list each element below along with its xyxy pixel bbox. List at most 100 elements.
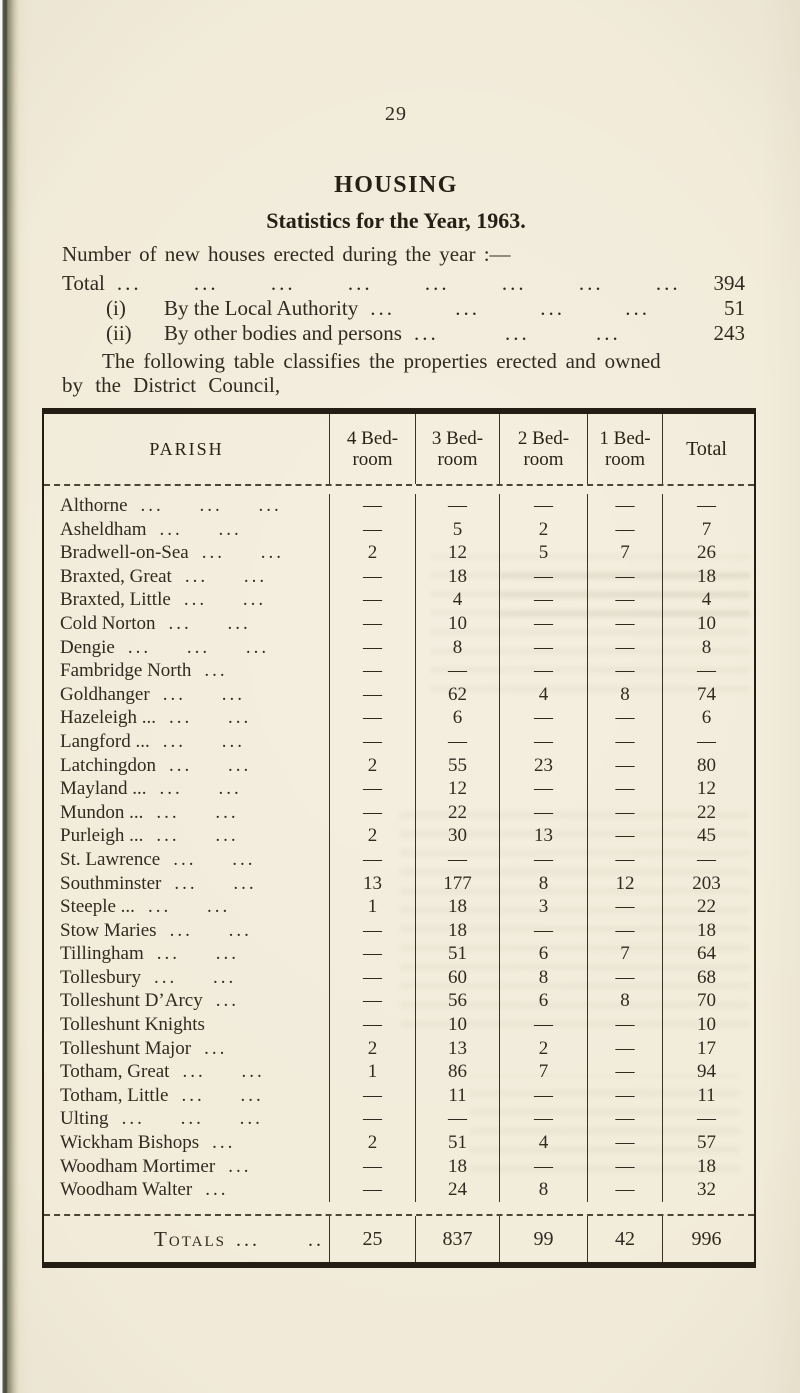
- cell-2-bedroom: —: [500, 635, 588, 660]
- doc-title: HOUSING: [334, 172, 458, 198]
- cell-1-bedroom: —: [588, 1013, 663, 1037]
- cell-total: 18: [697, 565, 716, 587]
- cell-3-bedroom: 51: [416, 942, 500, 966]
- column-header-label: 3 Bed-: [431, 428, 484, 449]
- summary-block: Total ... ... ... ... ... ... ... ... 39…: [62, 271, 745, 346]
- parish-cell: Braxted, Great ... ...: [44, 564, 330, 589]
- table-row: Woodham Mortimer ... — 18 — — 18: [44, 1154, 754, 1179]
- cell-2-bedroom: 8: [500, 965, 588, 990]
- parish-cell: Mayland ... ... ...: [44, 777, 330, 801]
- cell-total: 7: [701, 518, 712, 540]
- table-row: Southminster ... ... 13 177 8 12 203: [44, 871, 754, 896]
- leader-dots: ... ...: [173, 848, 256, 870]
- parish-cell: Southminster ... ...: [44, 871, 330, 896]
- parish-name: Asheldham: [60, 518, 147, 540]
- cell-1-bedroom: —: [588, 1154, 663, 1179]
- cell-3-bedroom: 51: [416, 1131, 500, 1155]
- parish-name: Tolleshunt Knights: [60, 1014, 205, 1036]
- parish-cell: Fambridge North ...: [44, 659, 330, 683]
- cell-4-bedroom: —: [330, 847, 416, 872]
- cell-4-bedroom: —: [330, 1178, 416, 1202]
- table-row: Cold Norton ... ... — 10 — — 10: [44, 611, 754, 636]
- cell-1-bedroom: —: [588, 1083, 663, 1108]
- cell-3-bedroom: 11: [416, 1083, 500, 1108]
- paragraph-line: The following table classifies the prope…: [102, 349, 661, 373]
- leader-dots: ... ...: [156, 825, 239, 847]
- cell-4-bedroom: 2: [330, 1036, 416, 1061]
- cell-total: 22: [697, 896, 716, 918]
- leader-dots: ... ...: [147, 896, 231, 918]
- cell-2-bedroom: —: [500, 659, 588, 683]
- cell-2-bedroom: —: [500, 588, 588, 612]
- cell-1-bedroom: —: [588, 706, 663, 730]
- leader-dots: ... ... ... ...: [370, 296, 650, 320]
- parish-cell: Tolleshunt Knights: [44, 1013, 330, 1037]
- leader-dots: ... ...: [184, 565, 268, 587]
- cell-2-bedroom: —: [500, 611, 588, 636]
- table-row: Steeple ... ... ... 1 18 3 — 22: [44, 895, 754, 919]
- cell-4-bedroom: —: [330, 989, 416, 1014]
- column-header-label: room: [437, 449, 478, 470]
- leader-dots: ...: [204, 1037, 228, 1059]
- parish-cell: Cold Norton ... ...: [44, 611, 330, 636]
- cell-2-bedroom: 8: [500, 1178, 588, 1202]
- cell-1-bedroom: —: [588, 965, 663, 990]
- cell-3-bedroom: 5: [416, 517, 500, 542]
- cell-total: 45: [697, 825, 716, 847]
- leader-dots: ...: [215, 990, 239, 1012]
- cell-4-bedroom: —: [330, 918, 416, 943]
- cell-4-bedroom: —: [330, 517, 416, 542]
- cell-1-bedroom: —: [588, 895, 663, 919]
- leader-dots: ...: [228, 1155, 252, 1177]
- leader-dots: ... ...: [169, 754, 252, 776]
- cell-4-bedroom: —: [330, 659, 416, 683]
- totals-2-bedroom: 99: [500, 1215, 588, 1262]
- cell-4-bedroom: 1: [330, 1060, 416, 1084]
- cell-2-bedroom: 2: [500, 517, 588, 542]
- parish-cell: Tillingham ... ...: [44, 942, 330, 966]
- parish-cell: Purleigh ... ... ...: [44, 824, 330, 848]
- cell-3-bedroom: 13: [416, 1036, 500, 1061]
- cell-1-bedroom: —: [588, 918, 663, 943]
- cell-4-bedroom: 13: [330, 871, 416, 896]
- cell-4-bedroom: —: [330, 588, 416, 612]
- cell-2-bedroom: —: [500, 706, 588, 730]
- table-row: Tolleshunt Major ... 2 13 2 — 17: [44, 1036, 754, 1061]
- cell-total: —: [697, 1108, 716, 1130]
- cell-2-bedroom: 6: [500, 942, 588, 966]
- cell-2-bedroom: —: [500, 564, 588, 589]
- cell-3-bedroom: 22: [416, 800, 500, 825]
- cell-4-bedroom: —: [330, 494, 416, 518]
- cell-3-bedroom: 30: [416, 824, 500, 848]
- cell-2-bedroom: 6: [500, 989, 588, 1014]
- cell-3-bedroom: —: [416, 494, 500, 518]
- cell-4-bedroom: —: [330, 777, 416, 801]
- book-spine-shadow: [0, 0, 20, 1393]
- cell-4-bedroom: —: [330, 729, 416, 754]
- cell-2-bedroom: 4: [500, 1131, 588, 1155]
- page-number: 29: [385, 103, 407, 125]
- cell-2-bedroom: —: [500, 729, 588, 754]
- cell-3-bedroom: 18: [416, 1154, 500, 1179]
- cell-3-bedroom: 4: [416, 588, 500, 612]
- leader-dots: ... ... ...: [413, 321, 621, 345]
- column-header-label: 4 Bed-: [346, 428, 399, 449]
- cell-total: 18: [697, 919, 716, 941]
- parish-name: Bradwell-on-Sea: [60, 542, 189, 564]
- cell-total: 8: [701, 636, 712, 658]
- column-header-label: 2 Bed-: [517, 428, 570, 449]
- table-row: Totham, Little ... ... — 11 — — 11: [44, 1083, 754, 1108]
- cell-1-bedroom: —: [588, 777, 663, 801]
- table-row: Tillingham ... ... — 51 6 7 64: [44, 942, 754, 966]
- cell-3-bedroom: 55: [416, 753, 500, 778]
- cell-total: 11: [697, 1084, 716, 1106]
- cell-total: 57: [697, 1132, 716, 1154]
- totals-4-bedroom: 25: [330, 1215, 416, 1262]
- parish-cell: Bradwell-on-Sea ... ...: [44, 541, 330, 565]
- cell-total: 22: [697, 801, 716, 823]
- paragraph-line: by the District Council,: [62, 373, 281, 397]
- cell-total: 17: [697, 1037, 716, 1059]
- column-header-4-bedroom: 4 Bed- room: [330, 414, 416, 484]
- parish-name: Totham, Little: [60, 1084, 169, 1106]
- cell-total: 64: [697, 943, 716, 965]
